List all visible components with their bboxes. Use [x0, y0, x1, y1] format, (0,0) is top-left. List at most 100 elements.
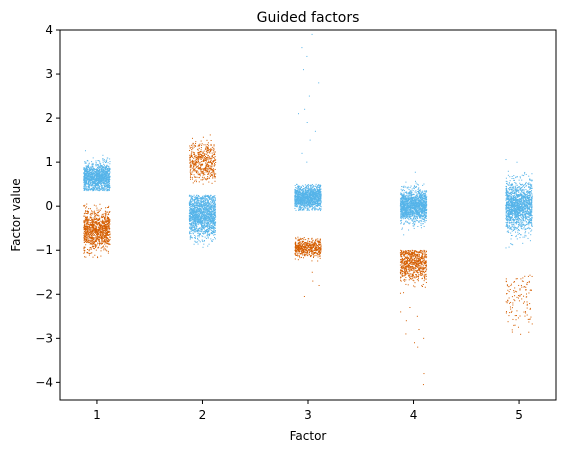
data-point [399, 199, 401, 201]
data-point [99, 179, 101, 181]
data-point [108, 177, 110, 179]
data-point [314, 196, 316, 198]
data-point [306, 161, 308, 163]
data-point [103, 159, 105, 161]
data-point [318, 200, 320, 202]
data-point [209, 224, 211, 226]
data-point [315, 197, 317, 199]
data-point [192, 233, 194, 235]
data-point [304, 195, 306, 197]
data-point [210, 232, 212, 234]
data-point [99, 161, 101, 163]
data-point [199, 217, 201, 219]
data-point [312, 187, 314, 189]
data-point [402, 197, 404, 199]
data-point [92, 173, 94, 175]
data-point [320, 199, 322, 201]
data-point [104, 188, 106, 190]
data-point [196, 207, 198, 209]
data-point [318, 186, 320, 188]
data-point [304, 194, 306, 196]
data-point [318, 197, 320, 199]
data-point [207, 199, 209, 201]
data-point [205, 219, 207, 221]
data-point [212, 222, 214, 224]
data-point [93, 179, 95, 181]
data-point [195, 221, 197, 223]
data-point [305, 190, 307, 192]
data-point [86, 170, 88, 172]
data-point [90, 170, 92, 172]
data-point [87, 182, 89, 184]
data-point [298, 195, 300, 197]
data-point [316, 186, 318, 188]
data-point [408, 211, 410, 213]
data-point [205, 208, 207, 210]
data-point [195, 218, 197, 220]
data-point [204, 211, 206, 213]
data-point [91, 175, 93, 177]
data-point [320, 208, 322, 210]
data-point [91, 170, 93, 172]
data-point [101, 167, 103, 169]
data-point [197, 200, 199, 202]
data-point [412, 194, 414, 196]
data-point [297, 200, 299, 202]
data-point [198, 229, 200, 231]
data-point [305, 205, 307, 207]
data-point [203, 227, 205, 229]
data-point [88, 186, 90, 188]
data-point [109, 171, 111, 173]
data-point [90, 168, 92, 170]
data-point [198, 221, 200, 223]
data-point [412, 206, 414, 208]
data-point [202, 220, 204, 222]
data-point [302, 207, 304, 209]
data-point [201, 221, 203, 223]
data-point [100, 172, 102, 174]
data-point [91, 171, 93, 173]
data-point [315, 194, 317, 196]
data-point [314, 195, 316, 197]
data-point [96, 173, 98, 175]
data-point [204, 213, 206, 215]
data-point [192, 210, 194, 212]
data-point [307, 186, 309, 188]
data-point [106, 171, 108, 173]
data-point [404, 191, 406, 193]
data-point [193, 202, 195, 204]
data-point [200, 223, 202, 225]
data-point [100, 166, 102, 168]
data-point [313, 199, 315, 201]
data-point [299, 198, 301, 200]
data-point [420, 215, 422, 217]
data-point [84, 184, 86, 186]
data-point [421, 209, 423, 211]
data-point [423, 211, 425, 213]
data-point [189, 227, 191, 229]
data-point [199, 210, 201, 212]
data-point [197, 234, 199, 236]
data-point [213, 204, 215, 206]
data-point [106, 185, 108, 187]
data-point [104, 167, 106, 169]
data-point [414, 211, 416, 213]
data-point [213, 221, 215, 223]
data-point [312, 200, 314, 202]
data-point [210, 194, 212, 196]
data-point [213, 208, 215, 210]
data-point [310, 196, 312, 198]
data-point [298, 205, 300, 207]
data-point [411, 188, 413, 190]
data-point [105, 181, 107, 183]
data-point [105, 183, 107, 185]
data-point [207, 194, 209, 196]
data-point [94, 172, 96, 174]
data-point [108, 189, 110, 191]
data-point [301, 209, 303, 211]
data-point [209, 213, 211, 215]
data-point [313, 188, 315, 190]
data-point [190, 205, 192, 207]
data-point [98, 182, 100, 184]
data-point [212, 216, 214, 218]
